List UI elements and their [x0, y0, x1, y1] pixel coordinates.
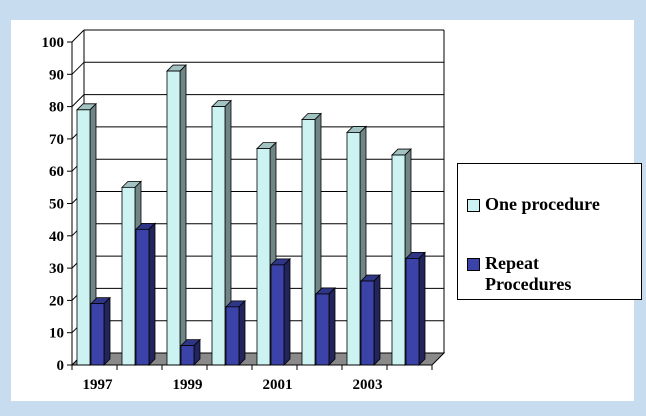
x-tick-label: 2003	[353, 377, 383, 393]
chart-plot: 0 10 20 30 40 50 60 70 80 90 100 1997 1999 2001 2003	[42, 29, 446, 393]
side-wall-line	[71, 61, 85, 75]
x-tick-label: 1999	[173, 377, 203, 393]
bar-one-procedure-1997	[76, 109, 91, 366]
bar-repeat-procedures-2002-side	[328, 286, 336, 366]
legend-label-repeat-procedures: Repeat Procedures	[485, 253, 572, 294]
bar-repeat-procedures-2002	[315, 293, 330, 366]
bar-one-procedure-1999	[166, 70, 181, 366]
y-tick-label: 30	[49, 261, 64, 277]
bar-repeat-procedures-2000	[225, 306, 240, 366]
bar-one-procedure-1998	[121, 186, 136, 366]
bar-one-procedure-2003	[346, 132, 361, 366]
side-wall-line	[71, 94, 85, 107]
bar-one-procedure-2004	[391, 154, 406, 366]
bar-one-procedure-2001	[256, 148, 271, 366]
bar-one-procedure-2000	[211, 106, 226, 366]
y-tick-label: 0	[57, 358, 65, 374]
bar-repeat-procedures-1997	[90, 303, 105, 366]
y-tick-label: 60	[49, 164, 64, 180]
side-wall-line	[71, 29, 85, 43]
legend-label-one-procedure: One procedure	[485, 194, 600, 214]
bar-repeat-procedures-2004-side	[418, 251, 426, 366]
bar-repeat-procedures-2003	[360, 280, 375, 366]
bar-one-procedure-1999-side	[179, 64, 187, 366]
legend-swatch-one-procedure	[467, 199, 480, 212]
bar-repeat-procedures-2001-side	[283, 257, 291, 366]
legend-item-repeat-procedures: Repeat Procedures	[467, 253, 571, 295]
bar-repeat-procedures-2000-side	[238, 299, 246, 366]
bar-repeat-procedures-1998	[135, 228, 150, 366]
bar-repeat-procedures-1999	[180, 345, 195, 366]
bar-repeat-procedures-2001	[270, 264, 285, 366]
y-tick-label: 80	[49, 100, 64, 116]
legend-item-one-procedure: One procedure	[467, 194, 600, 215]
bar-repeat-procedures-2003-side	[373, 274, 381, 366]
bar-repeat-procedures-2004	[405, 258, 420, 366]
y-tick-label: 50	[49, 197, 64, 213]
y-tick-label: 20	[49, 293, 64, 309]
chart-legend: One procedure Repeat Procedures	[457, 163, 642, 300]
y-tick-label: 90	[49, 67, 64, 83]
chart-frame: 0 10 20 30 40 50 60 70 80 90 100 1997 1999 2001 2003 O…	[11, 20, 642, 401]
y-tick-label: 40	[49, 229, 64, 245]
bar-one-procedure-2002	[301, 119, 316, 366]
legend-swatch-repeat-procedures	[467, 258, 480, 271]
bar-repeat-procedures-1998-side	[148, 222, 156, 366]
x-tick-label: 2001	[263, 377, 293, 393]
y-tick-label: 10	[49, 326, 64, 342]
y-tick-label: 100	[42, 35, 65, 51]
bar-repeat-procedures-1997-side	[103, 296, 111, 366]
y-tick-label: 70	[49, 132, 64, 148]
x-tick-label: 1997	[83, 377, 114, 393]
